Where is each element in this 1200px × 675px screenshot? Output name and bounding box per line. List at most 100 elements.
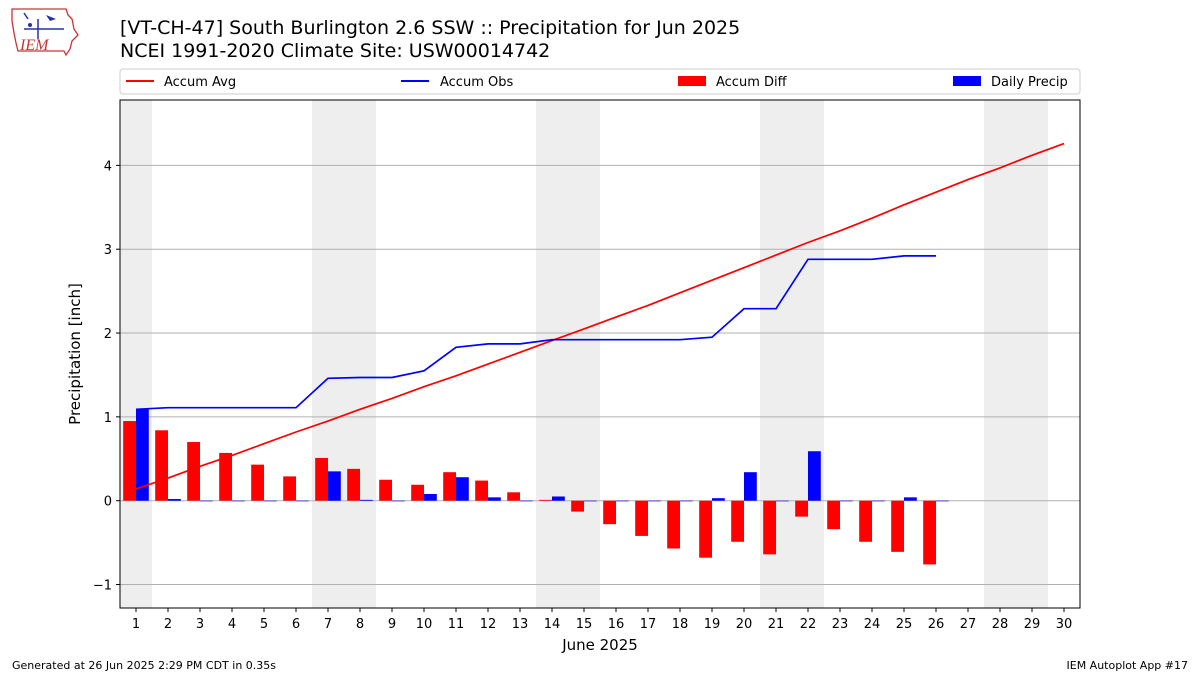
accum-diff-bar [283,476,296,501]
x-tick-label: 13 [512,617,529,632]
weekend-shading [536,100,600,608]
autoplot-app-label: IEM Autoplot App #17 [1066,659,1189,672]
daily-precip-bar [392,500,405,502]
accum-diff-bar [187,442,200,501]
x-tick-label: 11 [448,617,465,632]
daily-precip-bar [456,477,469,501]
daily-precip-bar [872,500,885,502]
x-tick-label: 30 [1056,617,1073,632]
accum-diff-bar [411,484,424,501]
accum-diff-bar [859,500,872,542]
accum-diff-bar [443,472,456,501]
accum-diff-bar [667,500,680,549]
daily-precip-bar [136,409,149,501]
legend-accum-diff-swatch [678,76,706,86]
daily-precip-bar [904,497,917,501]
x-tick-label: 3 [196,617,204,632]
x-tick-label: 5 [260,617,268,632]
accum-obs-line [135,255,936,411]
y-tick-label: 1 [104,411,112,426]
x-tick-label: 10 [416,617,433,632]
daily-precip-bar [744,472,757,501]
daily-precip-bar [712,498,725,501]
daily-precip-bar [328,471,341,501]
y-axis-label: Precipitation [inch] [66,283,84,425]
daily-precip-bar [360,499,373,501]
x-tick-label: 23 [832,617,849,632]
accum-diff-bar [219,452,232,501]
daily-precip-bar [200,500,213,502]
daily-precip-bar [680,500,693,502]
x-tick-label: 19 [704,617,721,632]
x-tick-label: 17 [640,617,657,632]
accum-diff-bar [699,500,712,558]
accum-diff-bar [347,468,360,501]
weekend-shading [984,100,1048,608]
x-tick-label: 20 [736,617,753,632]
accum-avg-line [135,142,1065,490]
accum-diff-bar [475,480,488,501]
x-tick-label: 12 [480,617,497,632]
legend-box [119,68,1081,95]
x-tick-label: 1 [132,617,140,632]
daily-precip-bar [264,500,277,502]
x-tick-label: 2 [164,617,172,632]
y-tick-label: 4 [104,159,112,174]
daily-precip-bar [168,499,181,501]
x-tick-label: 4 [228,617,236,632]
x-tick-label: 18 [672,617,689,632]
legend-daily-precip-swatch [953,76,981,86]
accum-diff-bar [795,500,808,517]
daily-precip-bar [552,496,565,501]
accum-diff-bar [635,500,648,536]
accum-diff-bar [571,500,584,512]
daily-precip-bar [520,500,533,502]
x-axis-label: June 2025 [561,636,638,654]
daily-precip-bar [584,500,597,502]
x-tick-label: 15 [576,617,593,632]
x-tick-label: 8 [356,617,364,632]
generated-timestamp: Generated at 26 Jun 2025 2:29 PM CDT in … [12,659,277,672]
chart-title: [VT-CH-47] South Burlington 2.6 SSW :: P… [120,17,741,39]
accum-diff-bar [603,500,616,525]
legend-label: Accum Diff [716,75,788,90]
accum-diff-bar [923,500,936,565]
accum-diff-bar [539,499,552,501]
accum-diff-bar [763,500,776,555]
accum-diff-bar [123,421,136,501]
x-tick-label: 26 [928,617,945,632]
y-tick-label: 0 [104,495,112,510]
daily-precip-bar [296,500,309,502]
weekend-shading [120,100,152,608]
x-tick-label: 22 [800,617,817,632]
accum-diff-bar [891,500,904,552]
x-tick-label: 14 [544,617,561,632]
daily-precip-bar [808,451,821,501]
daily-precip-bar [840,500,853,502]
accum-diff-bar [379,479,392,501]
y-tick-label: 3 [104,243,112,258]
x-tick-label: 21 [768,617,785,632]
accum-diff-bar [827,500,840,530]
iem-iowa-logo-icon: IEM [11,8,79,57]
x-tick-label: 16 [608,617,625,632]
x-tick-label: 29 [1024,617,1041,632]
y-tick-label: 2 [104,327,112,342]
daily-precip-bar [616,500,629,502]
x-tick-label: 24 [864,617,881,632]
x-tick-label: 27 [960,617,977,632]
daily-precip-bar [488,497,501,501]
legend-label: Daily Precip [991,75,1068,90]
accum-diff-bar [315,457,328,501]
accum-diff-bar [731,500,744,542]
logo-text: IEM [19,37,50,54]
x-tick-label: 28 [992,617,1009,632]
chart-subtitle: NCEI 1991-2020 Climate Site: USW00014742 [120,40,551,62]
daily-precip-bar [936,500,949,502]
legend-label: Accum Obs [440,75,513,90]
daily-precip-bar [424,493,437,501]
accum-diff-bar [251,464,264,501]
x-tick-label: 25 [896,617,913,632]
x-tick-label: 9 [388,617,396,632]
